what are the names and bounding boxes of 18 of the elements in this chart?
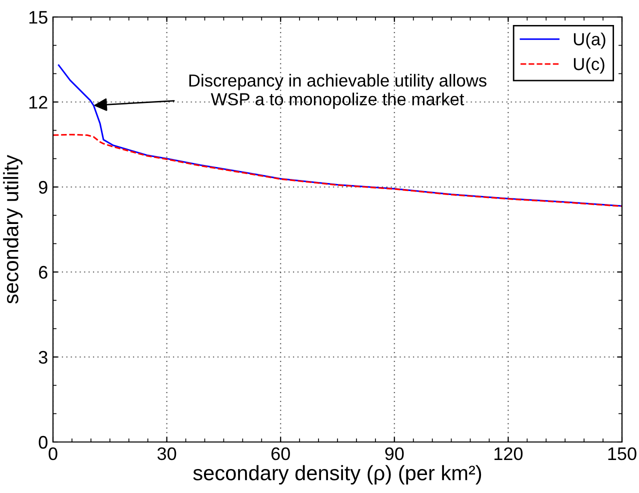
annotation: Discrepancy in achievable utility allows WSP a to monopolize the market xyxy=(189,74,486,109)
y-tick-label: 6 xyxy=(39,266,48,279)
y-tick-label: 3 xyxy=(38,350,48,364)
x-tick-label: 90 xyxy=(385,447,404,460)
x-tick-label: 30 xyxy=(157,447,176,460)
legend-label: U(a) xyxy=(574,32,606,49)
y-tick-label: 9 xyxy=(38,180,48,194)
y-tick-label: 12 xyxy=(29,96,48,109)
x-tick-label: 60 xyxy=(271,447,290,460)
x-tick-label: 120 xyxy=(494,447,523,460)
x-tick-label: 0 xyxy=(48,447,58,460)
line-series xyxy=(53,134,622,208)
x-tick-label: 150 xyxy=(608,447,636,460)
legend-label: U(c) xyxy=(574,57,604,74)
y-axis-title: secondary utility xyxy=(3,154,22,304)
y-tick-label: 15 xyxy=(29,11,48,24)
y-tick-label: 0 xyxy=(38,436,48,449)
x-axis-title: secondary density (ρ) (per km²) xyxy=(193,465,482,484)
